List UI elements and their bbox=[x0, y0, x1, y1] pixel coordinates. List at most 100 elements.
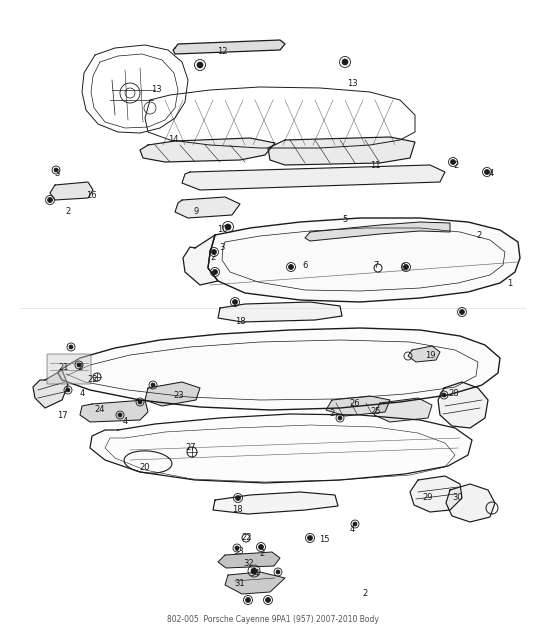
Polygon shape bbox=[374, 398, 432, 422]
Text: 34: 34 bbox=[250, 570, 261, 578]
Text: 6: 6 bbox=[302, 261, 308, 269]
Circle shape bbox=[211, 249, 216, 254]
Text: 7: 7 bbox=[373, 261, 379, 269]
Circle shape bbox=[459, 310, 464, 315]
Text: 16: 16 bbox=[86, 192, 96, 200]
Polygon shape bbox=[50, 182, 93, 200]
Text: 10: 10 bbox=[217, 225, 227, 234]
Text: 2: 2 bbox=[77, 364, 83, 372]
Polygon shape bbox=[182, 165, 445, 190]
Text: 8: 8 bbox=[401, 264, 405, 273]
Circle shape bbox=[288, 264, 294, 269]
Circle shape bbox=[451, 160, 456, 165]
Text: 25: 25 bbox=[371, 408, 382, 416]
Circle shape bbox=[225, 224, 231, 230]
Text: 13: 13 bbox=[347, 80, 358, 89]
Text: 1: 1 bbox=[507, 279, 513, 288]
Text: 12: 12 bbox=[217, 48, 227, 57]
Text: 19: 19 bbox=[425, 352, 435, 360]
Polygon shape bbox=[140, 138, 275, 162]
Polygon shape bbox=[408, 346, 440, 362]
Text: 11: 11 bbox=[370, 161, 380, 170]
Text: 24: 24 bbox=[95, 404, 105, 413]
Text: 14: 14 bbox=[168, 136, 178, 144]
Text: 23: 23 bbox=[174, 391, 184, 401]
Circle shape bbox=[307, 536, 312, 541]
Text: 4: 4 bbox=[488, 168, 494, 178]
Text: 2: 2 bbox=[210, 254, 216, 263]
Polygon shape bbox=[218, 302, 342, 322]
Circle shape bbox=[197, 62, 203, 68]
Polygon shape bbox=[225, 572, 285, 594]
Polygon shape bbox=[213, 492, 338, 514]
Text: 13: 13 bbox=[150, 85, 161, 94]
Text: 30: 30 bbox=[453, 492, 463, 502]
Text: 2: 2 bbox=[476, 232, 482, 241]
Text: 28: 28 bbox=[449, 389, 459, 399]
Text: 27: 27 bbox=[186, 443, 196, 452]
Text: 17: 17 bbox=[57, 411, 68, 421]
Polygon shape bbox=[80, 400, 148, 422]
Polygon shape bbox=[183, 235, 218, 285]
Circle shape bbox=[118, 413, 122, 417]
Circle shape bbox=[353, 522, 357, 526]
Text: 26: 26 bbox=[350, 399, 360, 408]
Text: 4: 4 bbox=[80, 389, 84, 398]
Text: 2: 2 bbox=[259, 548, 265, 558]
Text: 22: 22 bbox=[88, 376, 98, 384]
Polygon shape bbox=[438, 382, 488, 428]
Polygon shape bbox=[33, 370, 68, 408]
Text: 32: 32 bbox=[244, 558, 255, 568]
Circle shape bbox=[47, 197, 52, 202]
Polygon shape bbox=[145, 382, 200, 406]
Circle shape bbox=[265, 597, 270, 602]
Text: 2: 2 bbox=[329, 408, 335, 418]
Circle shape bbox=[213, 269, 217, 274]
Polygon shape bbox=[218, 552, 280, 568]
Circle shape bbox=[442, 393, 446, 397]
Text: 3: 3 bbox=[54, 170, 60, 178]
Polygon shape bbox=[175, 197, 240, 218]
Text: 20: 20 bbox=[140, 463, 150, 472]
Polygon shape bbox=[446, 484, 495, 522]
Polygon shape bbox=[58, 328, 500, 410]
Circle shape bbox=[77, 363, 81, 367]
Polygon shape bbox=[326, 396, 390, 416]
Circle shape bbox=[485, 170, 489, 175]
Text: 18: 18 bbox=[232, 504, 243, 514]
Circle shape bbox=[138, 400, 142, 404]
FancyBboxPatch shape bbox=[47, 354, 91, 384]
Text: 9: 9 bbox=[193, 207, 198, 217]
Circle shape bbox=[151, 383, 155, 387]
Text: 4: 4 bbox=[349, 526, 355, 534]
Polygon shape bbox=[410, 476, 462, 512]
Circle shape bbox=[342, 59, 348, 65]
Polygon shape bbox=[268, 137, 415, 165]
Circle shape bbox=[69, 345, 73, 349]
Circle shape bbox=[338, 416, 342, 420]
Polygon shape bbox=[208, 218, 520, 302]
Text: 29: 29 bbox=[423, 492, 433, 502]
Text: 2: 2 bbox=[65, 207, 71, 215]
Text: 5: 5 bbox=[342, 215, 348, 224]
Text: 33: 33 bbox=[234, 546, 244, 556]
Text: 2: 2 bbox=[362, 588, 368, 597]
Circle shape bbox=[245, 597, 251, 602]
Text: 15: 15 bbox=[319, 536, 329, 544]
Text: 21: 21 bbox=[59, 364, 69, 372]
Polygon shape bbox=[173, 40, 285, 54]
Text: 4: 4 bbox=[123, 418, 128, 426]
Circle shape bbox=[66, 388, 70, 392]
Circle shape bbox=[233, 300, 238, 305]
Text: 802-005  Porsche Cayenne 9PA1 (957) 2007-2010 Body: 802-005 Porsche Cayenne 9PA1 (957) 2007-… bbox=[167, 615, 378, 624]
Text: 18: 18 bbox=[235, 318, 245, 327]
Circle shape bbox=[251, 568, 257, 574]
Text: 2: 2 bbox=[453, 161, 459, 170]
Circle shape bbox=[258, 544, 263, 550]
Circle shape bbox=[276, 570, 280, 574]
Text: 3: 3 bbox=[219, 244, 225, 252]
Circle shape bbox=[403, 264, 409, 269]
Text: 31: 31 bbox=[235, 578, 245, 588]
Circle shape bbox=[235, 546, 239, 550]
Circle shape bbox=[235, 495, 240, 501]
